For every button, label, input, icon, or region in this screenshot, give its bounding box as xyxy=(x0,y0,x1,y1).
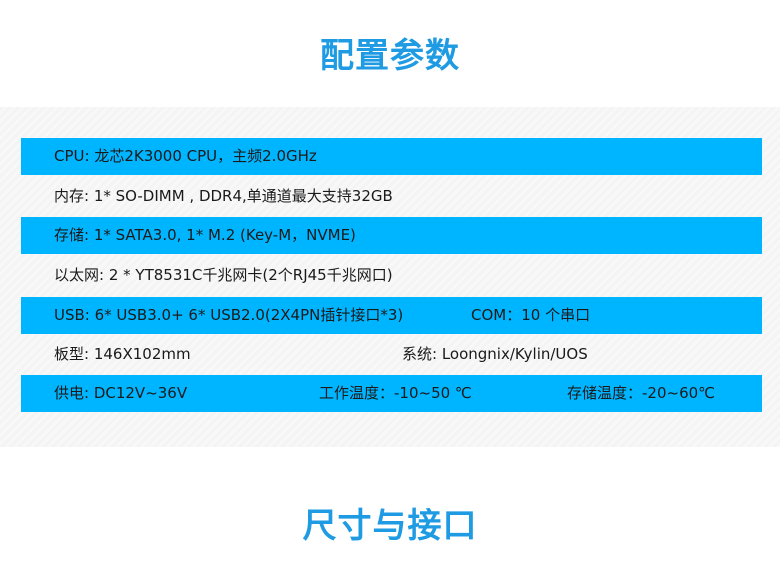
section-title-params: 配置参数 xyxy=(320,36,460,76)
spec-text-work-temp: 工作温度：-10~50 ℃ xyxy=(319,384,472,402)
spec-row-usb: USB: 6* USB3.0+ 6* USB2.0(2X4PN插针接口*3) CO… xyxy=(21,297,762,334)
spec-row-power: 供电: DC12V~36V 工作温度：-10~50 ℃ 存储温度：-20~60℃ xyxy=(21,375,762,412)
spec-row-board: 板型: 146X102mm 系统: Loongnix/Kylin/UOS xyxy=(21,336,762,373)
spec-row-cpu: CPU: 龙芯2K3000 CPU，主频2.0GHz xyxy=(21,138,762,175)
spec-text: CPU: 龙芯2K3000 CPU，主频2.0GHz xyxy=(54,147,317,165)
section-title-size: 尺寸与接口 xyxy=(302,506,478,546)
spec-text-com: COM：10 个串口 xyxy=(471,306,591,324)
spec-text: 供电: DC12V~36V xyxy=(54,384,188,402)
spec-text: 内存: 1* SO-DIMM , DDR4,单通道最大支持32GB xyxy=(54,187,393,205)
spec-text: 以太网: 2 * YT8531C千兆网卡(2个RJ45千兆网口) xyxy=(54,266,393,284)
spec-row-storage: 存储: 1* SATA3.0, 1* M.2 (Key-M，NVME) xyxy=(21,217,762,254)
spec-text-os: 系统: Loongnix/Kylin/UOS xyxy=(402,345,588,363)
spec-text-storage-temp: 存储温度：-20~60℃ xyxy=(567,384,716,402)
spec-text: USB: 6* USB3.0+ 6* USB2.0(2X4PN插针接口*3) xyxy=(54,306,404,324)
spec-row-ethernet: 以太网: 2 * YT8531C千兆网卡(2个RJ45千兆网口) xyxy=(21,257,762,294)
spec-text: 存储: 1* SATA3.0, 1* M.2 (Key-M，NVME) xyxy=(54,226,356,244)
spec-text: 板型: 146X102mm xyxy=(54,345,191,363)
spec-row-memory: 内存: 1* SO-DIMM , DDR4,单通道最大支持32GB xyxy=(21,178,762,215)
